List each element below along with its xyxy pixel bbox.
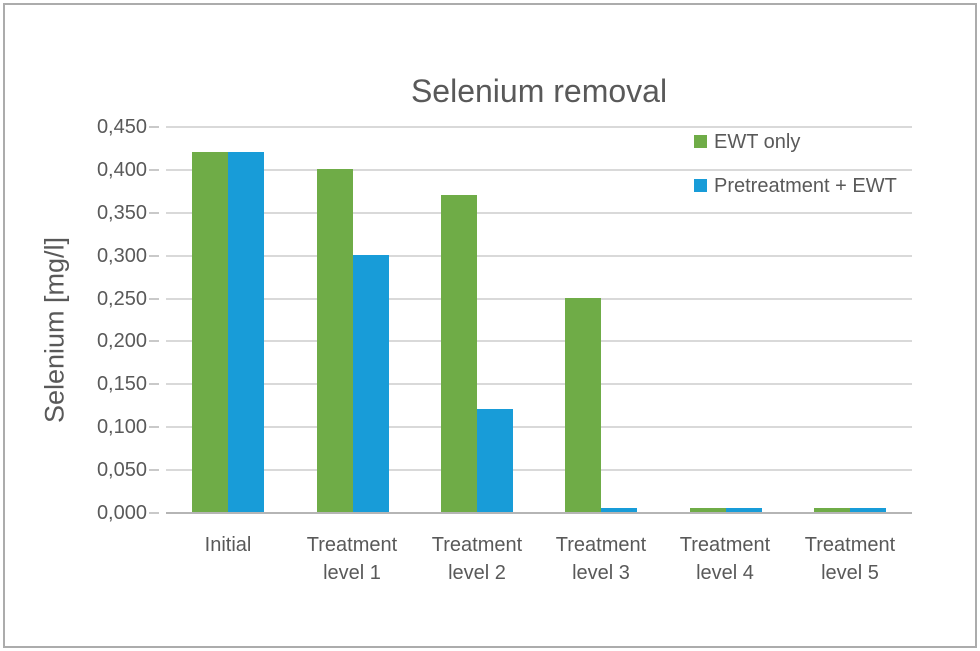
category-label: Treatment level 2 xyxy=(415,531,539,587)
gridline xyxy=(166,297,912,300)
chart-title: Selenium removal xyxy=(410,73,668,109)
legend-label: EWT only xyxy=(714,131,801,153)
y-tick-mark xyxy=(149,168,159,171)
category-label-line: level 5 xyxy=(821,562,879,584)
bar-pretreatment-ewt xyxy=(601,508,637,512)
y-tick-mark xyxy=(149,383,159,386)
legend-item: Pretreatment + EWT xyxy=(694,175,897,219)
category-label-line: Initial xyxy=(204,534,252,556)
category-label-line: level 3 xyxy=(572,562,630,584)
x-axis-line xyxy=(166,512,912,514)
bar-ewt-only xyxy=(441,195,477,512)
category-label-line: level 4 xyxy=(696,562,754,584)
y-tick-mark xyxy=(149,211,159,214)
y-tick-label: 0,150 xyxy=(96,373,147,396)
category-label-line: Treatment xyxy=(431,534,523,556)
category-label: Initial xyxy=(166,531,290,559)
gridline xyxy=(166,254,912,257)
y-tick-label: 0,450 xyxy=(96,116,147,138)
y-tick-mark xyxy=(149,426,159,429)
category-label: Treatment level 3 xyxy=(539,531,663,587)
y-tick-mark xyxy=(149,254,159,257)
gridline xyxy=(166,126,912,128)
bar-ewt-only xyxy=(317,169,353,512)
gridline xyxy=(166,469,912,472)
y-tick-mark xyxy=(149,340,159,343)
bar-ewt-only xyxy=(565,298,601,512)
bar-ewt-only xyxy=(814,508,850,512)
legend-label: Pretreatment + EWT xyxy=(714,175,897,197)
gridline xyxy=(166,383,912,386)
y-tick-mark xyxy=(149,469,159,472)
y-tick-label: 0,350 xyxy=(96,201,147,224)
category-label-line: Treatment xyxy=(679,534,771,556)
bar-ewt-only xyxy=(690,508,726,512)
category-label-line: Treatment xyxy=(306,534,398,556)
category-label: Treatment level 4 xyxy=(663,531,787,587)
gridline xyxy=(166,340,912,343)
y-tick-label: 0,400 xyxy=(96,158,147,181)
y-tick-label: 0,000 xyxy=(96,502,147,524)
category-label-line: level 2 xyxy=(448,562,506,584)
y-tick-label: 0,300 xyxy=(96,244,147,267)
y-tick-label: 0,200 xyxy=(96,330,147,353)
category-label-line: Treatment xyxy=(555,534,647,556)
bar-pretreatment-ewt xyxy=(228,152,264,512)
y-tick-mark xyxy=(149,297,159,300)
bar-pretreatment-ewt xyxy=(850,508,886,512)
y-tick-label: 0,250 xyxy=(96,287,147,310)
bar-pretreatment-ewt xyxy=(726,508,762,512)
bar-pretreatment-ewt xyxy=(477,409,513,512)
category-label-line: Treatment xyxy=(804,534,896,556)
category-label-line: level 1 xyxy=(323,562,381,584)
bar-pretreatment-ewt xyxy=(353,255,389,512)
y-tick-label: 0,100 xyxy=(96,416,147,439)
y-tick-mark xyxy=(149,512,159,514)
category-label: Treatment level 5 xyxy=(788,531,912,587)
legend-swatch xyxy=(694,135,707,148)
legend-swatch xyxy=(694,179,707,192)
legend: EWT only Pretreatment + EWT xyxy=(694,131,897,219)
legend-item: EWT only xyxy=(694,131,897,175)
bar-ewt-only xyxy=(192,152,228,512)
y-tick-label: 0,050 xyxy=(96,459,147,482)
gridline xyxy=(166,168,912,171)
category-label: Treatment level 1 xyxy=(290,531,414,587)
gridline xyxy=(166,211,912,214)
gridline xyxy=(166,426,912,429)
y-tick-mark xyxy=(149,126,159,128)
